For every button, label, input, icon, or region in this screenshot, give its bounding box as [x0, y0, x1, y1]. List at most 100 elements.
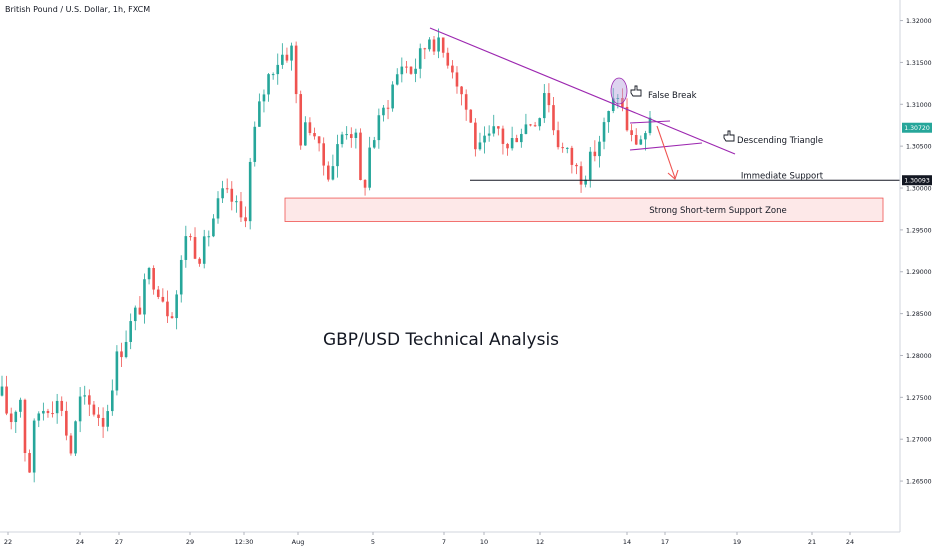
candle-body [630, 130, 633, 135]
support-zone-label: Strong Short-term Support Zone [649, 206, 786, 216]
candle [354, 128, 358, 149]
candle-body [501, 128, 505, 144]
descending-triangle-pointer-icon [723, 130, 735, 142]
candle [106, 404, 110, 432]
time-tick-label: 12:30 [235, 538, 254, 546]
candle-body [326, 165, 330, 180]
candle-body [92, 404, 96, 415]
candle-body [634, 134, 638, 145]
candle-body [55, 400, 59, 414]
price-tick-label: 1.27000 [906, 437, 932, 444]
candle [9, 407, 13, 430]
candle-body [377, 115, 381, 141]
candle-body [262, 94, 266, 102]
candle-body [386, 107, 390, 109]
candle-body [340, 134, 344, 145]
price-badge [902, 122, 932, 133]
candle [492, 114, 496, 137]
candle-body [97, 414, 100, 418]
candle-body [368, 147, 371, 188]
candle [202, 229, 206, 269]
candle [538, 117, 542, 131]
candle-body [648, 117, 652, 134]
candle [78, 387, 82, 433]
price-tick-label: 1.31000 [906, 102, 932, 109]
candle-body [487, 133, 491, 136]
candle [152, 265, 155, 295]
candle-body [538, 118, 542, 127]
candle [409, 66, 413, 75]
candle [253, 121, 257, 167]
candle [478, 132, 482, 151]
false-break-label: False Break [648, 91, 697, 101]
candle [124, 330, 128, 359]
candle-body [281, 54, 284, 65]
candle [133, 305, 137, 331]
candle-body [400, 66, 404, 75]
candle-body [588, 151, 592, 180]
candle [368, 136, 371, 191]
time-tick-label: 24 [76, 538, 84, 546]
candle [363, 179, 367, 196]
candle [88, 389, 91, 417]
candle [441, 37, 445, 58]
candle [451, 60, 454, 79]
candle-body [579, 166, 583, 185]
candle-body [32, 420, 36, 473]
candle-body [336, 144, 339, 167]
candle [230, 181, 234, 211]
candle [529, 124, 532, 127]
candle-body [359, 132, 362, 180]
candle-body [101, 417, 105, 427]
candle-body [575, 164, 578, 167]
candle-body [611, 98, 615, 112]
candle-body [391, 84, 394, 109]
price-tick-label: 1.29000 [906, 269, 932, 276]
candle [349, 127, 353, 148]
candle-body [483, 135, 486, 143]
candle [570, 145, 574, 174]
candle-body [42, 410, 45, 414]
candle-body [520, 133, 523, 143]
support-zone-rect [284, 197, 884, 222]
candle [322, 137, 326, 176]
candle-body [409, 66, 413, 74]
candle-body [133, 307, 137, 322]
candle-body [428, 39, 431, 50]
candle [561, 142, 564, 153]
candle-body [170, 316, 174, 319]
candle-body [395, 74, 399, 85]
price-tick-label: 1.27500 [906, 395, 932, 402]
candle [432, 35, 436, 55]
candle [294, 41, 298, 104]
candle-body [556, 130, 560, 148]
candle-body [317, 136, 321, 144]
candle [14, 410, 18, 433]
candle-body [83, 395, 87, 397]
candle [239, 192, 243, 222]
candle-body [561, 147, 564, 149]
candle [377, 108, 381, 149]
candle [138, 296, 142, 315]
bearish-arrow-shaft [656, 125, 676, 179]
candle-body [565, 147, 569, 149]
candle [386, 99, 390, 120]
candle [501, 125, 505, 155]
chart-title: British Pound / U.S. Dollar, 1h, FXCM [5, 5, 151, 14]
candle-body [124, 341, 128, 358]
candle-body [65, 410, 68, 436]
candle-body [276, 64, 280, 75]
price-tick-label: 1.28500 [906, 311, 932, 318]
candle [455, 66, 459, 94]
candle [60, 396, 64, 417]
candle [336, 134, 339, 178]
candle [313, 127, 316, 140]
candle-body [235, 201, 238, 203]
candle [644, 130, 647, 151]
time-tick-label: 22 [4, 538, 12, 546]
price-tick-label: 1.31500 [906, 60, 932, 67]
time-tick-label: 10 [480, 538, 488, 546]
candle-body [28, 453, 31, 473]
candle-body [382, 107, 385, 116]
candle-body [308, 122, 312, 134]
